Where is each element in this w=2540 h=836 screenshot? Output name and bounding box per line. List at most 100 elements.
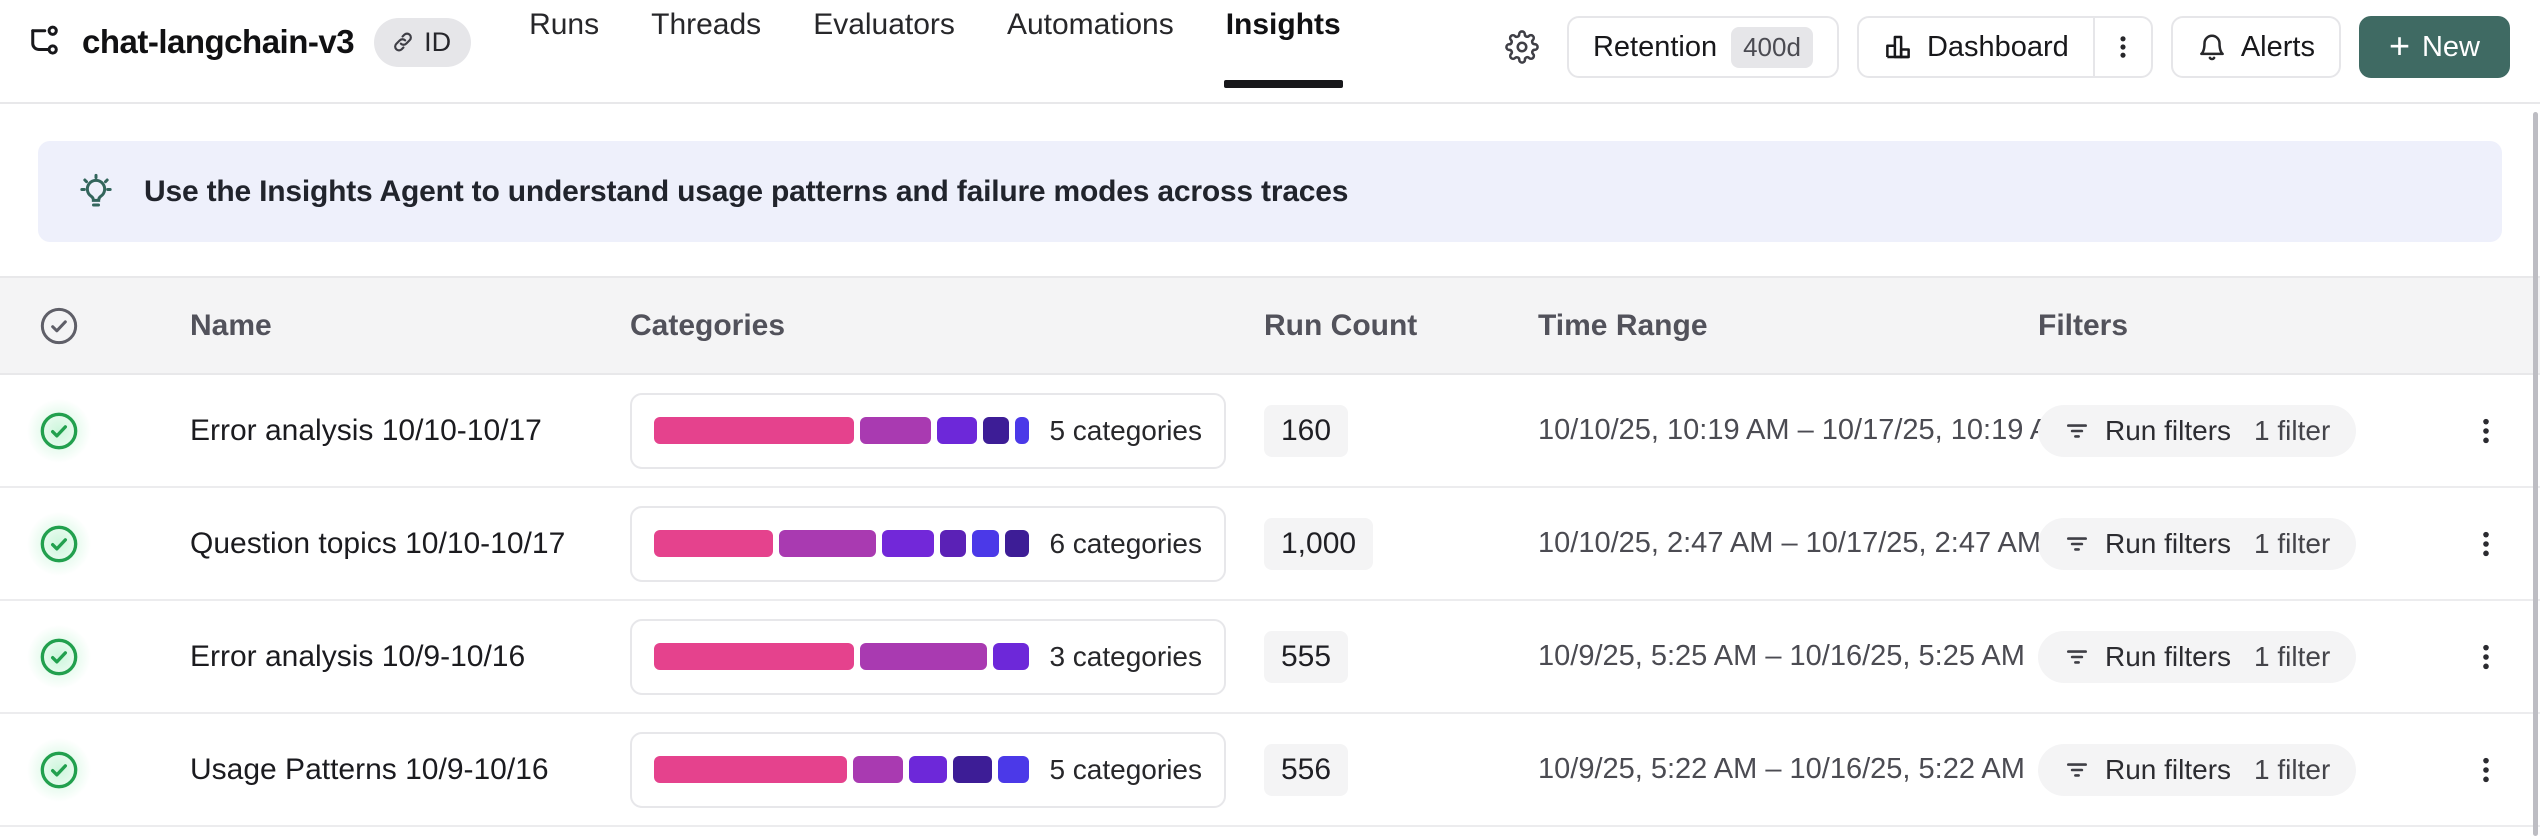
category-segment (1015, 417, 1030, 444)
run-count-badge: 555 (1264, 630, 1349, 683)
retention-days-badge: 400d (1731, 26, 1813, 68)
category-segment (881, 530, 934, 557)
check-circle-green-icon (40, 638, 78, 675)
category-segment (936, 417, 978, 444)
retention-button[interactable]: Retention 400d (1566, 16, 1839, 78)
header-name: Name (190, 308, 272, 342)
category-distribution-bar (654, 417, 1030, 444)
dashboard-split-button: Dashboard (1856, 16, 2153, 78)
tab-threads[interactable]: Threads (651, 0, 761, 86)
tab-automations[interactable]: Automations (1007, 0, 1174, 86)
table-row[interactable]: Error analysis 10/9-10/16 3 categories 5… (0, 601, 2540, 714)
categories-cell[interactable]: 5 categories (630, 392, 1226, 469)
filter-count-label: 1 filter (2254, 753, 2331, 785)
row-status-complete (27, 624, 91, 689)
category-segment (997, 756, 1030, 783)
categories-count-label: 5 categories (1049, 753, 1202, 785)
run-filters-label: Run filters (2105, 527, 2232, 559)
table-row[interactable]: Question topics 10/10-10/17 6 categories… (0, 488, 2540, 601)
category-segment (654, 530, 774, 557)
category-distribution-bar (654, 643, 1030, 670)
tab-evaluators[interactable]: Evaluators (813, 0, 955, 86)
time-range-text: 10/10/25, 2:47 AM – 10/17/25, 2:47 AM (1538, 527, 2042, 559)
category-segment (983, 417, 1010, 444)
filter-lines-icon (2067, 536, 2087, 551)
dashboard-button[interactable]: Dashboard (1859, 18, 2093, 76)
category-segment (908, 756, 948, 783)
category-segment (860, 417, 931, 444)
time-range-text: 10/9/25, 5:25 AM – 10/16/25, 5:25 AM (1538, 640, 2025, 672)
filter-lines-icon (2067, 423, 2087, 438)
categories-count-label: 3 categories (1049, 640, 1202, 672)
top-bar: chat-langchain-v3 ID Runs Threads Evalua… (0, 0, 2540, 104)
table-row[interactable]: Usage Patterns 10/9-10/16 5 categories 5… (0, 714, 2540, 827)
new-button[interactable]: + New (2358, 16, 2510, 78)
category-segment (1005, 530, 1030, 557)
tab-insights[interactable]: Insights (1223, 0, 1343, 88)
category-segment (853, 756, 903, 783)
tab-label: Threads (651, 8, 762, 41)
category-segment (779, 530, 876, 557)
vertical-scrollbar[interactable] (2533, 112, 2538, 836)
check-circle-green-icon (40, 525, 78, 562)
header-run-count: Run Count (1264, 308, 1418, 342)
insight-name[interactable]: Usage Patterns 10/9-10/16 (190, 752, 549, 786)
bell-icon (2199, 34, 2224, 61)
kebab-menu-icon (2483, 644, 2489, 669)
filter-lines-icon (2067, 762, 2087, 777)
run-filters-pill[interactable]: Run filters 1 filter (2038, 517, 2357, 570)
settings-button[interactable] (1495, 30, 1549, 64)
categories-cell[interactable]: 5 categories (630, 731, 1226, 808)
tab-label: Automations (1006, 8, 1174, 41)
time-range-text: 10/10/25, 10:19 AM – 10/17/25, 10:19 AM (1538, 414, 2074, 446)
insight-name[interactable]: Error analysis 10/10-10/17 (190, 413, 542, 447)
row-actions-button[interactable] (2470, 528, 2540, 560)
table-row[interactable]: Error analysis 10/10-10/17 5 categories … (0, 375, 2540, 488)
category-distribution-bar (654, 530, 1030, 557)
alerts-button[interactable]: Alerts (2170, 16, 2341, 78)
kebab-menu-icon (2483, 531, 2489, 556)
check-circle-icon (40, 307, 78, 344)
run-filters-pill[interactable]: Run filters 1 filter (2038, 404, 2357, 457)
gear-icon (1505, 30, 1539, 64)
row-status-complete (27, 737, 91, 802)
active-tab-underline (1223, 80, 1343, 88)
insight-name[interactable]: Question topics 10/10-10/17 (190, 526, 566, 560)
select-all-checkbox[interactable] (0, 306, 118, 346)
run-count-badge: 1,000 (1264, 517, 1374, 570)
id-badge-label: ID (424, 26, 452, 57)
run-filters-pill[interactable]: Run filters 1 filter (2038, 630, 2357, 683)
categories-cell[interactable]: 3 categories (630, 618, 1226, 695)
tab-label: Runs (529, 8, 600, 41)
banner-text: Use the Insights Agent to understand usa… (144, 174, 1349, 208)
run-count-badge: 160 (1264, 404, 1349, 457)
category-segment (993, 643, 1030, 670)
row-actions-button[interactable] (2470, 415, 2540, 447)
check-circle-green-icon (40, 412, 78, 449)
row-status-complete (27, 511, 91, 576)
insight-name[interactable]: Error analysis 10/9-10/16 (190, 639, 526, 673)
run-filters-pill[interactable]: Run filters 1 filter (2038, 743, 2357, 796)
project-tabs: Runs Threads Evaluators Automations Insi… (529, 8, 1343, 88)
category-segment (654, 417, 855, 444)
category-segment (971, 530, 1000, 557)
dashboard-label: Dashboard (1926, 30, 2069, 63)
tab-runs[interactable]: Runs (529, 0, 599, 86)
tab-label: Evaluators (813, 8, 955, 41)
categories-cell[interactable]: 6 categories (630, 505, 1226, 582)
bar-chart-icon (1886, 35, 1910, 59)
category-segment (654, 756, 848, 783)
row-actions-button[interactable] (2470, 754, 2540, 786)
insights-agent-banner: Use the Insights Agent to understand usa… (38, 141, 2502, 242)
dashboard-menu-button[interactable] (2095, 18, 2151, 76)
category-segment (654, 643, 854, 670)
header-time-range: Time Range (1538, 308, 1708, 342)
tab-label: Insights (1225, 8, 1341, 41)
row-actions-button[interactable] (2470, 641, 2540, 673)
run-count-badge: 556 (1264, 743, 1349, 796)
category-segment (859, 643, 988, 670)
header-filters: Filters (2038, 308, 2129, 342)
project-id-badge[interactable]: ID (374, 17, 472, 67)
check-circle-green-icon (40, 751, 78, 788)
kebab-menu-icon (2483, 757, 2489, 782)
